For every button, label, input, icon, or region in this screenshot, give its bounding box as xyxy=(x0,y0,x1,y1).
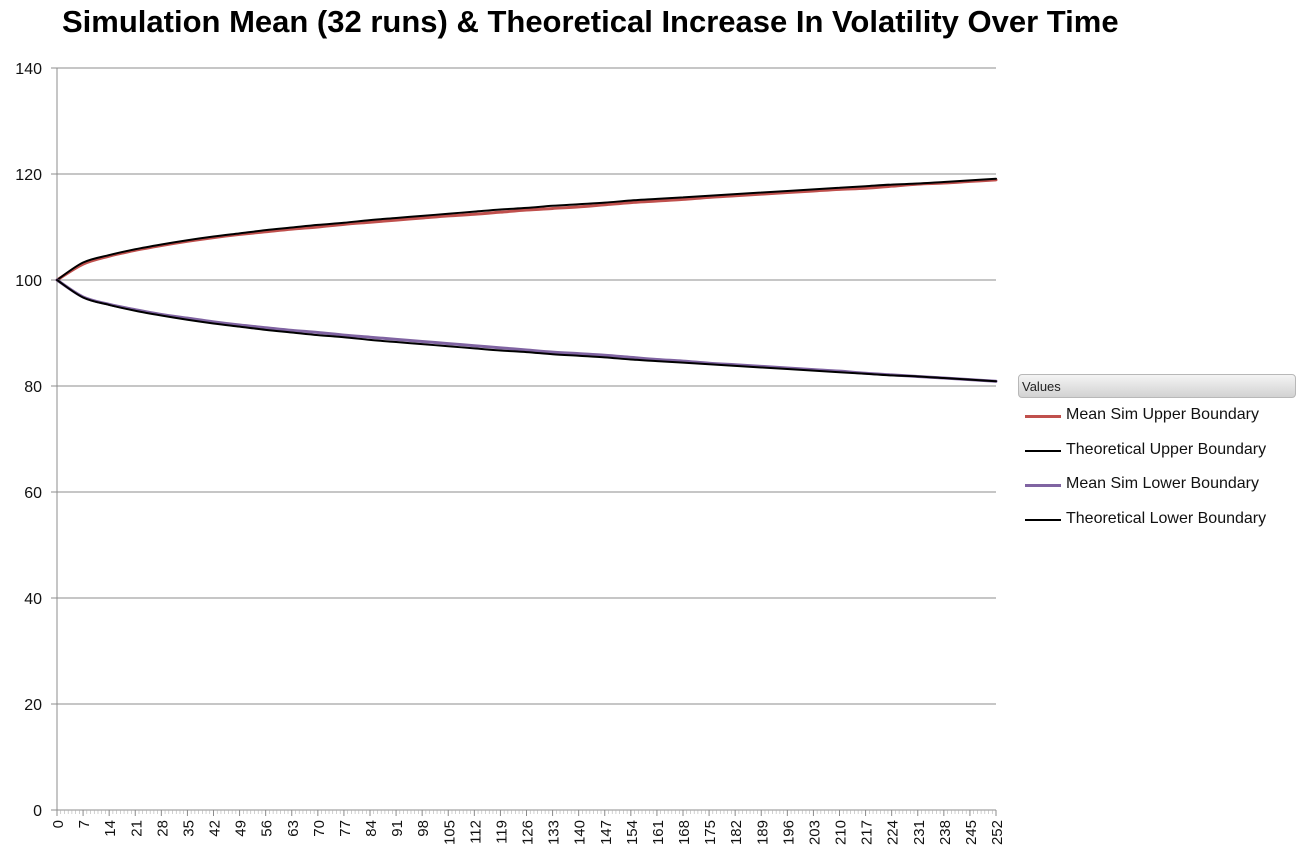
x-tick-label: 182 xyxy=(728,820,745,845)
y-tick-label: 0 xyxy=(33,803,42,820)
x-tick-label: 56 xyxy=(259,820,276,837)
y-tick-label: 120 xyxy=(15,167,42,184)
legend-label: Theoretical Lower Boundary xyxy=(1066,509,1267,527)
x-axis-ticks: 0 7 14 21 28 35 42 49 56 63 70 77 84 91 98 105 112 119 126… xyxy=(50,810,1006,845)
x-tick-label: 161 xyxy=(650,820,667,845)
series-line xyxy=(55,178,998,282)
x-tick-label: 126 xyxy=(520,820,537,845)
legend-title: Values xyxy=(1018,374,1296,398)
x-tick-label: 231 xyxy=(911,820,928,845)
x-tick-label: 168 xyxy=(676,820,693,845)
x-tick-label: 14 xyxy=(102,820,119,837)
x-tick-label: 7 xyxy=(76,820,93,828)
x-tick-label: 154 xyxy=(624,820,641,845)
chart-title: Simulation Mean (32 runs) & Theoretical … xyxy=(62,4,1119,39)
y-tick-label: 20 xyxy=(24,697,42,714)
x-tick-label: 77 xyxy=(337,820,354,837)
x-tick-label: 140 xyxy=(572,820,589,845)
legend-label: Mean Sim Lower Boundary xyxy=(1066,475,1259,492)
x-tick-label: 42 xyxy=(207,820,224,837)
legend-swatch xyxy=(1025,449,1061,452)
legend-item: Mean Sim Lower Boundary xyxy=(1018,467,1296,502)
y-tick-label: 140 xyxy=(15,61,42,78)
x-tick-label: 217 xyxy=(859,820,876,845)
legend-item: Mean Sim Upper Boundary xyxy=(1018,398,1296,433)
y-tick-label: 100 xyxy=(15,273,42,290)
x-tick-label: 245 xyxy=(963,820,980,845)
legend-swatch xyxy=(1025,518,1061,521)
x-tick-label: 252 xyxy=(989,820,1006,845)
legend: Values Mean Sim Upper Boundary Theoretica… xyxy=(1018,374,1296,536)
x-tick-label: 70 xyxy=(311,820,328,837)
x-tick-label: 175 xyxy=(702,820,719,845)
x-tick-label: 147 xyxy=(598,820,615,845)
legend-swatch xyxy=(1025,484,1061,487)
legend-item: Theoretical Lower Boundary xyxy=(1018,502,1296,537)
x-tick-label: 119 xyxy=(493,820,510,844)
gridlines xyxy=(56,67,996,811)
x-tick-label: 84 xyxy=(363,820,380,837)
x-tick-label: 28 xyxy=(154,820,171,837)
x-tick-label: 21 xyxy=(128,820,145,837)
y-axis-ticks: 0 20 40 60 80 100 120 140 xyxy=(15,61,57,820)
y-tick-label: 80 xyxy=(24,379,42,396)
x-tick-label: 98 xyxy=(415,820,432,837)
x-tick-label: 189 xyxy=(754,820,771,845)
x-tick-label: 210 xyxy=(833,820,850,845)
x-tick-label: 105 xyxy=(441,820,458,845)
x-tick-label: 35 xyxy=(180,820,197,837)
x-tick-label: 238 xyxy=(937,820,954,845)
legend-item: Theoretical Upper Boundary xyxy=(1018,433,1296,468)
legend-label: Mean Sim Upper Boundary xyxy=(1066,406,1259,423)
x-tick-label: 63 xyxy=(285,820,302,837)
x-tick-label: 0 xyxy=(50,820,67,828)
y-tick-label: 60 xyxy=(24,485,42,502)
legend-label: Theoretical Upper Boundary xyxy=(1066,440,1267,458)
series-lines xyxy=(55,177,998,383)
x-tick-label: 112 xyxy=(467,820,484,844)
x-tick-label: 196 xyxy=(780,820,797,845)
x-tick-label: 91 xyxy=(389,820,406,837)
series-line xyxy=(56,279,997,383)
legend-swatch xyxy=(1025,415,1061,418)
x-tick-label: 133 xyxy=(546,820,563,845)
series-line xyxy=(56,177,997,281)
x-tick-label: 49 xyxy=(233,820,250,837)
y-tick-label: 40 xyxy=(24,591,42,608)
x-tick-label: 203 xyxy=(806,820,823,845)
x-tick-label: 224 xyxy=(885,820,902,845)
series-line xyxy=(55,278,998,383)
